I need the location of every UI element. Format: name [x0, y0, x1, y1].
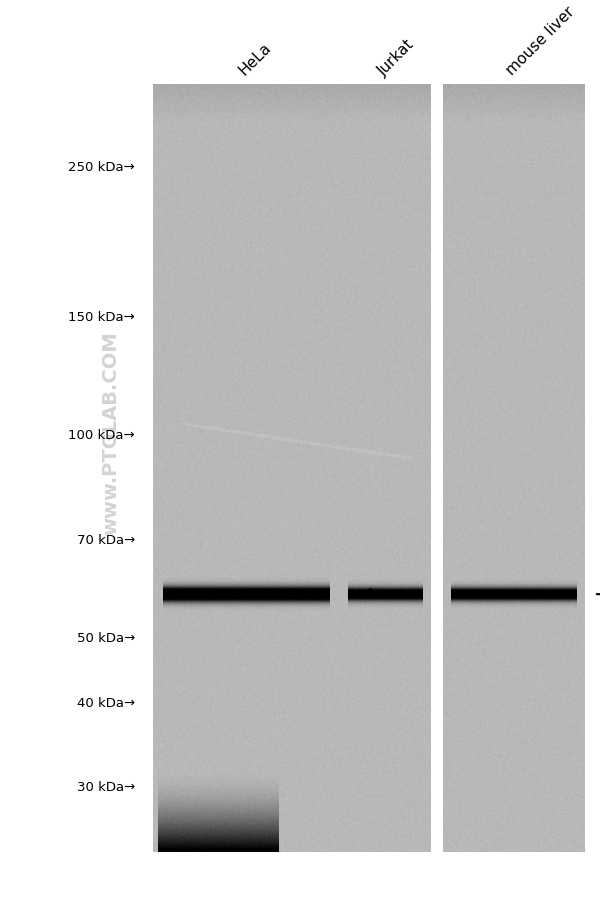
Text: 250 kDa→: 250 kDa→ — [68, 161, 135, 174]
Text: Jurkat: Jurkat — [376, 36, 418, 78]
Text: 150 kDa→: 150 kDa→ — [68, 310, 135, 324]
Text: 50 kDa→: 50 kDa→ — [77, 631, 135, 644]
Text: www.PTGLAB.COM: www.PTGLAB.COM — [101, 331, 121, 535]
Text: 100 kDa→: 100 kDa→ — [68, 429, 135, 442]
Text: mouse liver: mouse liver — [503, 5, 578, 78]
Text: 40 kDa→: 40 kDa→ — [77, 696, 135, 710]
Text: 70 kDa→: 70 kDa→ — [77, 533, 135, 546]
Text: 30 kDa→: 30 kDa→ — [77, 780, 135, 794]
Text: HeLa: HeLa — [236, 41, 274, 78]
